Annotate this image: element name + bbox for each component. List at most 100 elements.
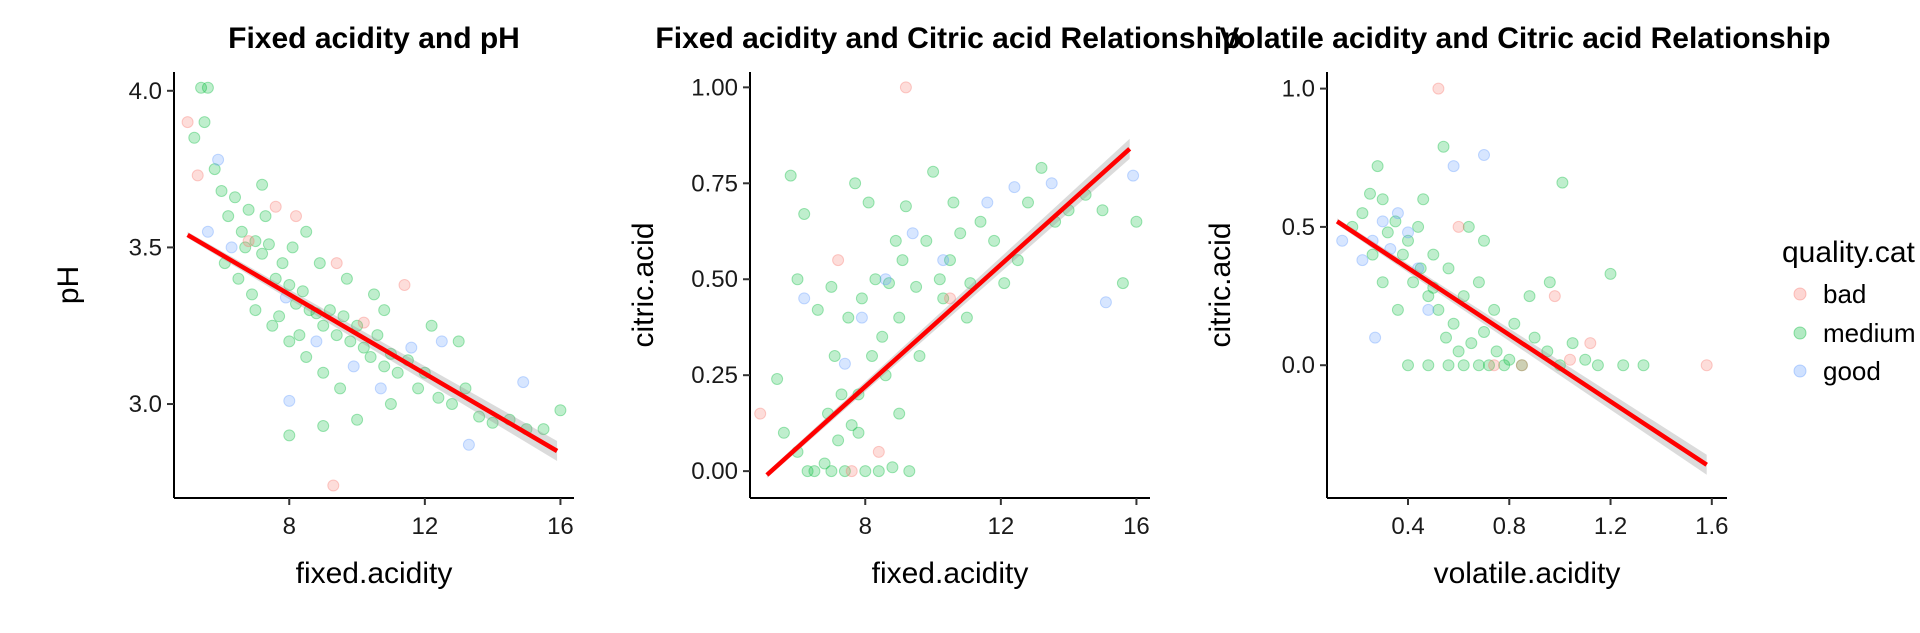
point-medium-55	[960, 311, 973, 324]
point-medium-7	[838, 465, 851, 478]
point-medium-46	[1478, 234, 1490, 247]
point-medium-17	[1457, 359, 1470, 372]
panel-3: Volatile acidity and Citric acid Relatio…	[1204, 22, 1831, 590]
legend-swatch-good	[1793, 364, 1807, 378]
point-medium-9	[242, 203, 255, 216]
point-good-7	[1369, 331, 1382, 344]
point-medium-59	[771, 373, 784, 385]
point-medium-52	[1422, 359, 1435, 372]
point-medium-34	[1035, 161, 1048, 174]
point-medium-31	[998, 277, 1011, 290]
point-medium-16	[903, 465, 916, 478]
point-medium-48	[300, 351, 313, 363]
point-bad-2	[1564, 353, 1576, 366]
point-good-2	[906, 227, 919, 240]
legend-entry-medium: medium	[1793, 318, 1915, 348]
point-good-9	[374, 382, 387, 395]
point-good-4	[347, 360, 360, 373]
point-medium-28	[964, 277, 977, 290]
legend-label-good: good	[1823, 356, 1881, 386]
point-medium-14	[276, 257, 289, 270]
panel-2: Fixed acidity and Citric acid Relationsh…	[627, 22, 1241, 590]
panel-2-title: Fixed acidity and Citric acid Relationsh…	[655, 22, 1240, 55]
point-good-10	[1422, 303, 1435, 316]
point-good-11	[1336, 234, 1349, 247]
point-bad-7	[1488, 359, 1501, 372]
point-medium-40	[1457, 290, 1470, 303]
point-medium-22	[330, 329, 343, 342]
point-medium-8	[1402, 234, 1414, 247]
point-good-0	[201, 225, 214, 238]
point-medium-31	[1591, 359, 1604, 372]
point-medium-2	[201, 81, 214, 94]
legend-swatch-medium	[1793, 326, 1807, 340]
panel-3-points	[1336, 82, 1713, 372]
point-medium-21	[883, 277, 895, 290]
point-medium-54	[1543, 276, 1556, 289]
panel-1-ticks: 8 12 16 3.0 3.5 4.0	[129, 78, 574, 540]
trend-line	[765, 147, 1132, 477]
point-medium-24	[920, 234, 933, 247]
point-medium-32	[1011, 254, 1024, 267]
point-medium-14	[1440, 331, 1452, 344]
point-medium-33	[412, 382, 425, 395]
point-bad-4	[1548, 290, 1561, 303]
point-medium-9	[1407, 276, 1420, 289]
point-medium-41	[1472, 276, 1485, 289]
trend-line	[1335, 219, 1708, 467]
panel-3-x-label: volatile.acidity	[1434, 557, 1621, 590]
point-medium-11	[866, 350, 878, 362]
point-medium-42	[537, 423, 550, 436]
point-medium-39	[1116, 277, 1129, 290]
panel-2-x-label: fixed.acidity	[872, 557, 1029, 590]
x-tick-label: 12	[411, 513, 438, 540]
point-medium-10	[249, 235, 262, 248]
point-medium-18	[1465, 337, 1478, 350]
point-bad-1	[191, 169, 204, 182]
point-medium-48	[1437, 140, 1450, 153]
point-medium-38	[1427, 248, 1440, 261]
point-medium-1	[1356, 207, 1369, 220]
point-medium-0	[188, 131, 201, 144]
point-bad-3	[1584, 337, 1597, 350]
point-medium-44	[862, 196, 875, 209]
point-medium-6	[222, 210, 235, 223]
point-good-4	[981, 196, 994, 209]
point-medium-7	[229, 191, 241, 204]
point-medium-3	[808, 465, 821, 478]
point-medium-49	[317, 366, 330, 379]
point-medium-58	[293, 329, 306, 342]
point-good-7	[1099, 296, 1112, 309]
point-bad-4	[845, 465, 858, 478]
point-medium-26	[357, 341, 370, 354]
x-tick-label: 12	[987, 513, 1014, 540]
point-medium-13	[1432, 303, 1445, 316]
point-good-0	[798, 292, 811, 305]
point-medium-66	[239, 241, 252, 254]
y-tick-label: 0.5	[1282, 214, 1315, 241]
x-tick-label: 0.8	[1493, 513, 1526, 540]
point-medium-42	[798, 208, 811, 220]
point-medium-36	[1391, 303, 1404, 316]
legend-label-bad: bad	[1823, 279, 1866, 309]
point-medium-45	[249, 304, 262, 317]
point-medium-2	[801, 465, 814, 478]
legend: quality.cat bad medium good	[1782, 236, 1916, 386]
x-tick-label: 1.6	[1695, 513, 1728, 540]
point-medium-3	[198, 116, 211, 129]
point-medium-22	[896, 254, 909, 267]
point-medium-17	[828, 350, 841, 362]
point-medium-50	[835, 388, 848, 401]
point-medium-43	[554, 404, 567, 417]
point-good-10	[879, 273, 892, 286]
point-medium-50	[259, 210, 272, 223]
point-medium-30	[1579, 353, 1592, 366]
point-good-4	[1391, 207, 1404, 220]
legend-entry-good: good	[1793, 356, 1881, 386]
x-tick-label: 8	[859, 513, 872, 540]
panel-1-trend	[186, 231, 559, 461]
point-medium-3	[1371, 160, 1384, 173]
legend-entry-bad: bad	[1793, 279, 1866, 309]
point-medium-12	[872, 465, 885, 478]
point-medium-67	[378, 304, 391, 317]
